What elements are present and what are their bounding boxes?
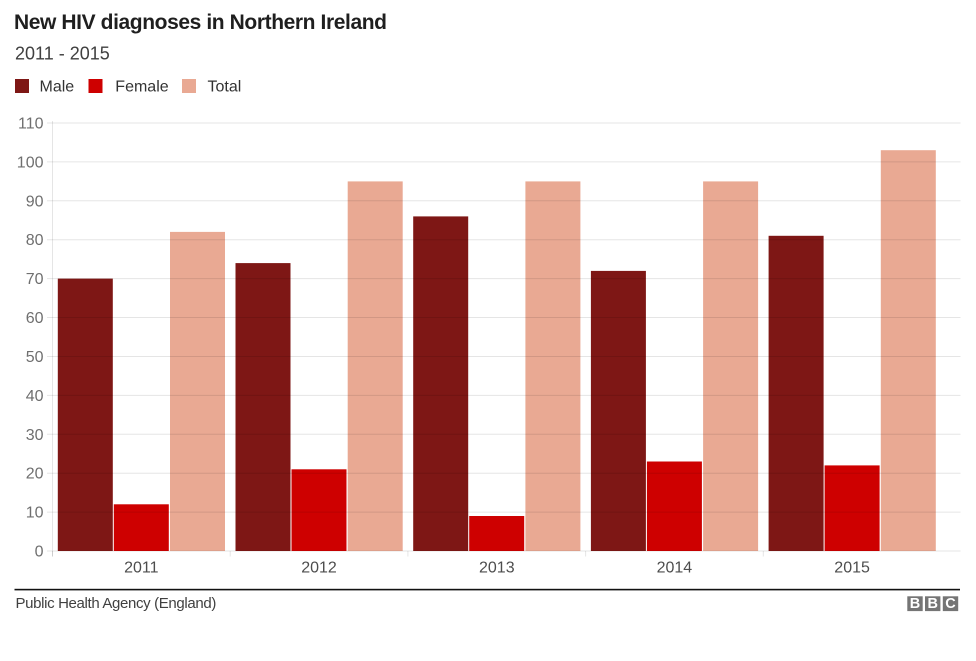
svg-text:2015: 2015 xyxy=(834,560,870,577)
svg-text:Female: Female xyxy=(115,79,168,96)
svg-text:0: 0 xyxy=(35,544,44,561)
svg-text:90: 90 xyxy=(26,193,44,210)
svg-text:2014: 2014 xyxy=(657,560,693,577)
svg-text:B: B xyxy=(927,596,937,612)
svg-text:60: 60 xyxy=(26,310,44,327)
svg-text:20: 20 xyxy=(26,466,44,483)
svg-text:2011: 2011 xyxy=(124,560,159,577)
svg-text:50: 50 xyxy=(26,349,44,366)
svg-text:70: 70 xyxy=(26,271,44,288)
svg-text:Public Health Agency (England): Public Health Agency (England) xyxy=(16,595,217,612)
svg-text:New HIV diagnoses in Northern: New HIV diagnoses in Northern Ireland xyxy=(14,11,387,34)
svg-text:80: 80 xyxy=(26,232,44,249)
svg-text:2013: 2013 xyxy=(479,560,515,577)
svg-text:2012: 2012 xyxy=(301,560,337,577)
svg-text:40: 40 xyxy=(26,388,44,405)
svg-text:30: 30 xyxy=(26,427,44,444)
svg-text:100: 100 xyxy=(17,154,44,171)
svg-text:2011 - 2015: 2011 - 2015 xyxy=(15,44,110,64)
svg-text:Male: Male xyxy=(40,79,75,96)
svg-text:Total: Total xyxy=(208,79,242,96)
svg-text:B: B xyxy=(910,596,920,612)
svg-text:10: 10 xyxy=(26,505,44,522)
svg-text:110: 110 xyxy=(18,116,44,133)
svg-text:C: C xyxy=(945,596,956,612)
